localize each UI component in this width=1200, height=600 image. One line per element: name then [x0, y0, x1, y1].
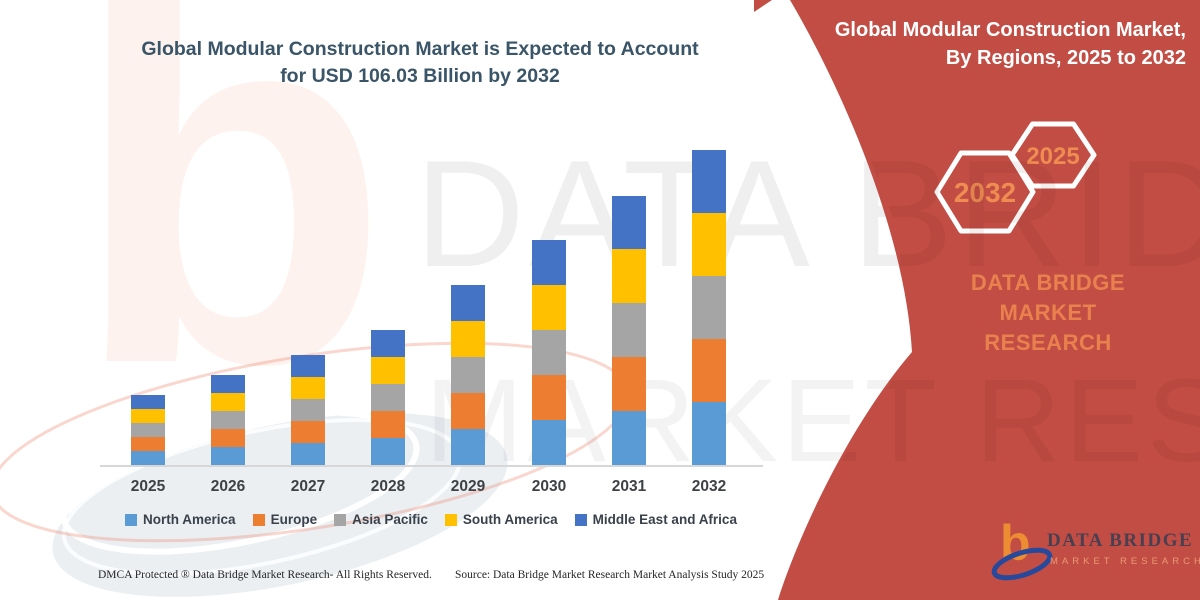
- x-axis-label: 2030: [531, 478, 567, 495]
- bar-segment: [532, 330, 566, 375]
- bar-segment: [371, 357, 405, 384]
- legend-item: Middle East and Africa: [574, 512, 737, 527]
- bar-segment: [612, 357, 646, 411]
- chart-legend: North America Europe Asia Pacific South Ame…: [88, 512, 774, 527]
- bar-segment: [692, 150, 726, 213]
- bar-segment: [451, 393, 485, 429]
- bar-segment: [451, 429, 485, 465]
- bar-segment: [131, 451, 165, 465]
- bar-segment: [291, 443, 325, 465]
- stacked-bar-2025: [131, 395, 165, 465]
- legend-item: South America: [444, 512, 558, 527]
- legend-label: South America: [462, 512, 558, 527]
- logo-brand-name: DATA BRIDGE: [1047, 530, 1194, 551]
- legend-item: Europe: [252, 512, 318, 527]
- legend-swatch-icon: [334, 513, 347, 526]
- x-axis-label: 2028: [370, 478, 406, 495]
- logo-brand-subtitle: MARKET RESEARCH: [1050, 556, 1200, 567]
- bar-segment: [371, 330, 405, 357]
- watermark-b-logo-icon: b: [72, 0, 390, 472]
- legend-item: North America: [125, 512, 236, 527]
- stacked-bar-2027: [291, 355, 325, 465]
- side-panel-heading: Global Modular Construction Market, By R…: [806, 16, 1186, 72]
- legend-swatch-icon: [574, 513, 587, 526]
- x-axis-label: 2026: [210, 478, 246, 495]
- x-axis-label: 2025: [130, 478, 166, 495]
- stacked-bar-2029: [451, 285, 485, 465]
- legend-swatch-icon: [252, 513, 265, 526]
- source-note: Source: Data Bridge Market Research Mark…: [455, 569, 765, 581]
- side-panel-corner-sliver: [754, 0, 772, 12]
- bar-segment: [371, 384, 405, 411]
- side-panel-heading-line1: Global Modular Construction Market,: [834, 19, 1186, 41]
- bar-segment: [211, 375, 245, 393]
- bar-segment: [131, 423, 165, 437]
- chart-title-line2: for USD 106.03 Billion by 2032: [280, 65, 560, 87]
- bar-segment: [612, 249, 646, 303]
- bar-segment: [291, 377, 325, 399]
- legend-label: Middle East and Africa: [592, 512, 737, 527]
- legend-label: Europe: [270, 512, 318, 527]
- chart-title: Global Modular Construction Market is Ex…: [130, 36, 710, 90]
- bar-segment: [692, 276, 726, 339]
- bar-segment: [532, 285, 566, 330]
- bar-segment: [532, 375, 566, 420]
- bar-segment: [451, 285, 485, 321]
- legend-label: Asia Pacific: [352, 512, 428, 527]
- chart-title-line1: Global Modular Construction Market is Ex…: [141, 38, 699, 60]
- bar-segment: [612, 303, 646, 357]
- bar-segment: [291, 421, 325, 443]
- bar-segment: [291, 355, 325, 377]
- bar-segment: [371, 411, 405, 438]
- dmca-notice: DMCA Protected ® Data Bridge Market Rese…: [98, 569, 432, 581]
- x-axis-label: 2032: [691, 478, 727, 495]
- stacked-bar-2032: [692, 150, 726, 465]
- stacked-bar-2026: [211, 375, 245, 465]
- stacked-bar-2028: [371, 330, 405, 465]
- bar-segment: [211, 411, 245, 429]
- hexagon-2025-label: 2025: [1026, 143, 1079, 170]
- x-axis-line: [100, 465, 763, 467]
- bar-segment: [451, 321, 485, 357]
- legend-item: Asia Pacific: [334, 512, 428, 527]
- legend-label: North America: [143, 512, 236, 527]
- bar-segment: [612, 411, 646, 465]
- stacked-bar-2031: [612, 196, 646, 465]
- bar-segment: [131, 437, 165, 451]
- hexagon-badge-2032: [934, 150, 1036, 234]
- bar-segment: [291, 399, 325, 421]
- side-panel-brand-line2: RESEARCH: [984, 330, 1112, 355]
- x-axis-label: 2029: [450, 478, 486, 495]
- bar-segment: [131, 409, 165, 423]
- side-panel-brand-text: DATA BRIDGE MARKET RESEARCH: [920, 268, 1176, 358]
- side-panel-heading-line2: By Regions, 2025 to 2032: [945, 47, 1186, 69]
- data-bridge-logo: b DATA BRIDGE MARKET RESEARCH: [991, 516, 1200, 586]
- legend-swatch-icon: [125, 513, 138, 526]
- bar-segment: [532, 420, 566, 465]
- hexagon-2032-label: 2032: [954, 177, 1016, 208]
- bar-segment: [532, 240, 566, 285]
- bar-segment: [692, 402, 726, 465]
- legend-swatch-icon: [444, 513, 457, 526]
- logo-swoosh-icon: [991, 547, 1053, 581]
- bar-segment: [692, 339, 726, 402]
- bar-segment: [211, 393, 245, 411]
- bar-segment: [211, 429, 245, 447]
- side-panel-brand-line1: DATA BRIDGE MARKET: [970, 270, 1126, 325]
- hexagon-badge-2025: [1009, 121, 1097, 189]
- stacked-bar-2030: [532, 240, 566, 465]
- x-axis-label: 2031: [611, 478, 647, 495]
- bar-segment: [371, 438, 405, 465]
- x-axis-label: 2027: [290, 478, 326, 495]
- bar-segment: [211, 447, 245, 465]
- bar-segment: [612, 196, 646, 249]
- bar-segment: [451, 357, 485, 393]
- bar-segment: [131, 395, 165, 409]
- bar-segment: [692, 213, 726, 276]
